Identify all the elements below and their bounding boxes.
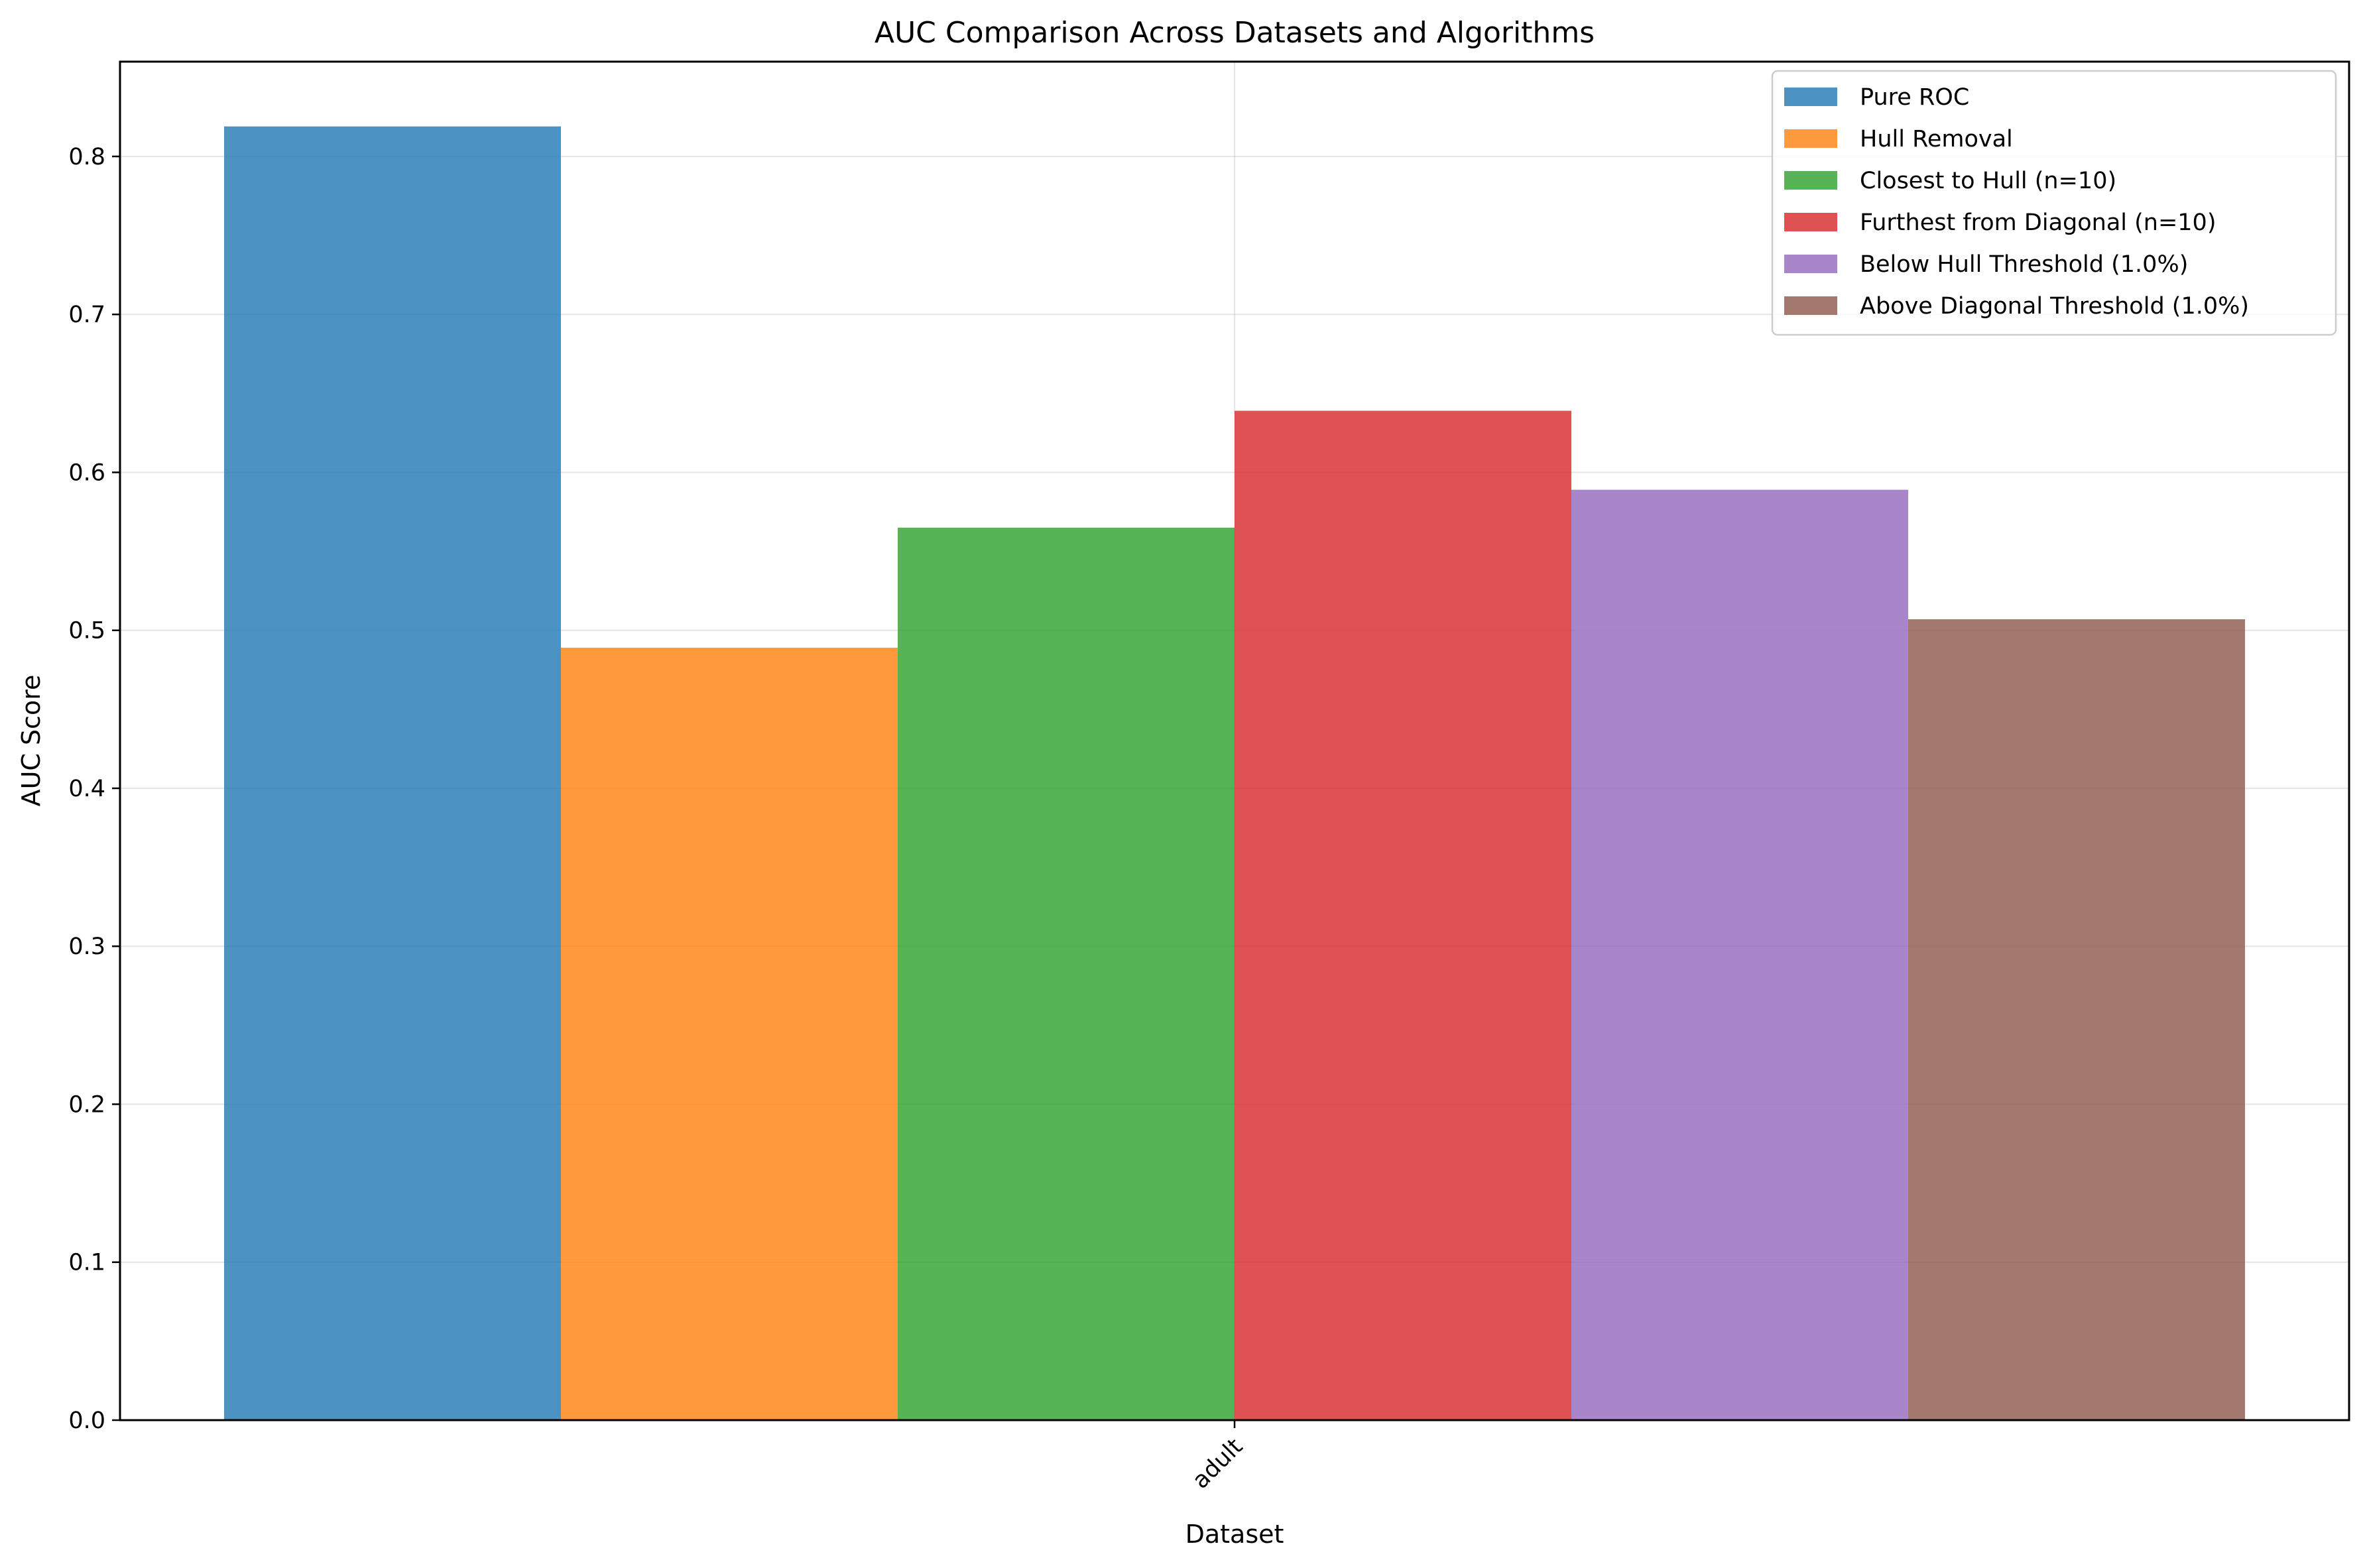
x-axis-label: Dataset [1185,1520,1284,1549]
legend-swatch [1784,88,1837,106]
y-tick-label: 0.5 [68,618,105,644]
y-tick-label: 0.6 [68,459,105,486]
legend-swatch [1784,129,1837,148]
legend-swatch [1784,296,1837,315]
legend-label: Closest to Hull (n=10) [1860,168,2116,194]
y-tick-label: 0.2 [68,1091,105,1118]
legend-label: Above Diagonal Threshold (1.0%) [1860,293,2249,320]
legend-label: Below Hull Threshold (1.0%) [1860,251,2188,278]
y-tick-label: 0.1 [68,1250,105,1276]
legend-swatch [1784,255,1837,273]
legend-swatch [1784,171,1837,190]
bars [224,126,2245,1421]
y-tick-label: 0.8 [68,144,105,170]
bar-series-5 [1571,489,1908,1420]
y-axis: 0.0 0.1 0.2 0.3 0.4 0.5 0.6 0.7 0.8 [68,144,120,1434]
legend-label: Furthest from Diagonal (n=10) [1860,210,2216,236]
y-tick-label: 0.3 [68,934,105,960]
bar-series-3 [898,527,1235,1420]
legend-label: Hull Removal [1860,126,2013,152]
legend-label: Pure ROC [1860,84,1969,111]
bar-series-2 [561,647,898,1420]
chart-title: AUC Comparison Across Datasets and Algor… [875,16,1595,50]
legend-frame [1771,70,2337,336]
bar-series-6 [1908,619,2245,1421]
y-axis-label: AUC Score [17,675,46,807]
legend-swatch [1784,213,1837,231]
bar-series-4 [1235,410,1571,1420]
y-tick-label: 0.4 [68,776,105,802]
legend: Pure ROC Hull Removal Closest to Hull (n=1… [1771,70,2337,336]
y-tick-label: 0.7 [68,302,105,328]
bar-series-1 [224,126,561,1420]
y-tick-label: 0.0 [68,1408,105,1434]
